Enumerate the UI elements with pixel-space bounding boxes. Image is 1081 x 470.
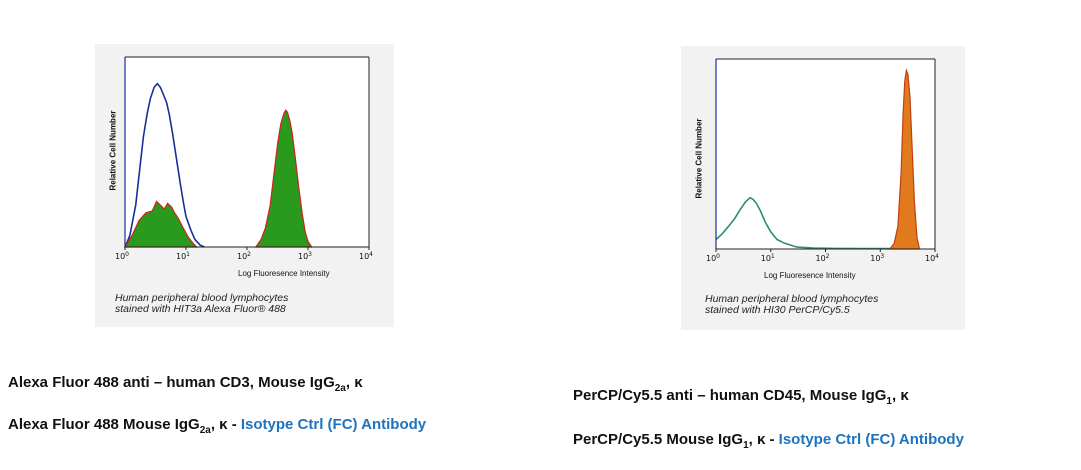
title-text: PerCP/Cy5.5 anti – human CD45, Mouse IgG bbox=[573, 387, 887, 404]
x-axis-label: Log Fluoresence Intensity bbox=[764, 271, 856, 280]
x-tick-label: 100 bbox=[115, 251, 129, 261]
y-axis-label: Relative Cell Number bbox=[694, 118, 704, 199]
x-tick-label: 100 bbox=[706, 253, 720, 263]
product-title-cd45: PerCP/Cy5.5 anti – human CD45, Mouse IgG… bbox=[573, 387, 909, 407]
isotype-ctrl-link[interactable]: Isotype Ctrl (FC) Antibody bbox=[778, 431, 964, 448]
title-sub: 1 bbox=[743, 440, 749, 451]
chart-caption: Human peripheral blood lymphocytes stain… bbox=[115, 293, 288, 315]
x-tick-label: 102 bbox=[815, 253, 829, 263]
title-sub: 2a bbox=[334, 383, 346, 394]
product-title-cd3: Alexa Fluor 488 anti – human CD3, Mouse … bbox=[8, 374, 363, 394]
x-tick-label: 104 bbox=[359, 251, 373, 261]
histogram-fill-series bbox=[123, 200, 199, 248]
x-tick-label: 101 bbox=[761, 253, 775, 263]
histogram-cd45: 100 101 102 103 104 bbox=[706, 58, 939, 263]
histogram-panel-cd3: 100 101 102 103 104 Relative Cell Number Log… bbox=[95, 44, 394, 327]
x-axis-label: Log Fluoresence Intensity bbox=[238, 269, 330, 278]
histogram-cd3: 100 101 102 103 104 bbox=[115, 56, 373, 261]
title-text: Alexa Fluor 488 Mouse IgG bbox=[8, 416, 200, 433]
title-text: Alexa Fluor 488 anti – human CD3, Mouse … bbox=[8, 374, 335, 391]
isotype-ctrl-link[interactable]: Isotype Ctrl (FC) Antibody bbox=[240, 416, 427, 433]
chart-caption: Human peripheral blood lymphocytes stain… bbox=[705, 294, 878, 316]
isotype-title-igg2a: Alexa Fluor 488 Mouse IgG2a, κ - Isotype… bbox=[8, 416, 426, 436]
histogram-fill-series bbox=[254, 109, 313, 248]
x-tick-label: 102 bbox=[237, 251, 251, 261]
title-sub: 1 bbox=[886, 396, 892, 407]
x-tick-label: 103 bbox=[870, 253, 884, 263]
caption-line: Human peripheral blood lymphocytes bbox=[705, 293, 879, 305]
isotype-title-igg1: PerCP/Cy5.5 Mouse IgG1, κ - Isotype Ctrl… bbox=[573, 431, 964, 451]
histogram-line-series bbox=[715, 196, 897, 250]
x-tick-label: 101 bbox=[176, 251, 190, 261]
title-text: PerCP/Cy5.5 Mouse IgG bbox=[573, 431, 744, 448]
title-suffix: , κ bbox=[345, 374, 363, 391]
title-suffix: , κ - bbox=[210, 416, 241, 433]
title-sub: 2a bbox=[199, 425, 211, 436]
caption-line: stained with HIT3a Alexa Fluor® 488 bbox=[115, 303, 286, 315]
caption-line: stained with HI30 PerCP/Cy5.5 bbox=[705, 304, 850, 316]
histogram-panel-cd45: 100 101 102 103 104 Relative Cell Number Log… bbox=[681, 46, 965, 330]
title-suffix: , κ - bbox=[748, 431, 779, 448]
x-tick-label: 103 bbox=[298, 251, 312, 261]
histogram-fill-series bbox=[888, 68, 921, 250]
caption-line: Human peripheral blood lymphocytes bbox=[115, 292, 289, 304]
title-suffix: , κ bbox=[891, 387, 909, 404]
y-axis-label: Relative Cell Number bbox=[108, 110, 118, 191]
histogram-line-series bbox=[124, 82, 205, 248]
x-tick-label: 104 bbox=[925, 253, 939, 263]
